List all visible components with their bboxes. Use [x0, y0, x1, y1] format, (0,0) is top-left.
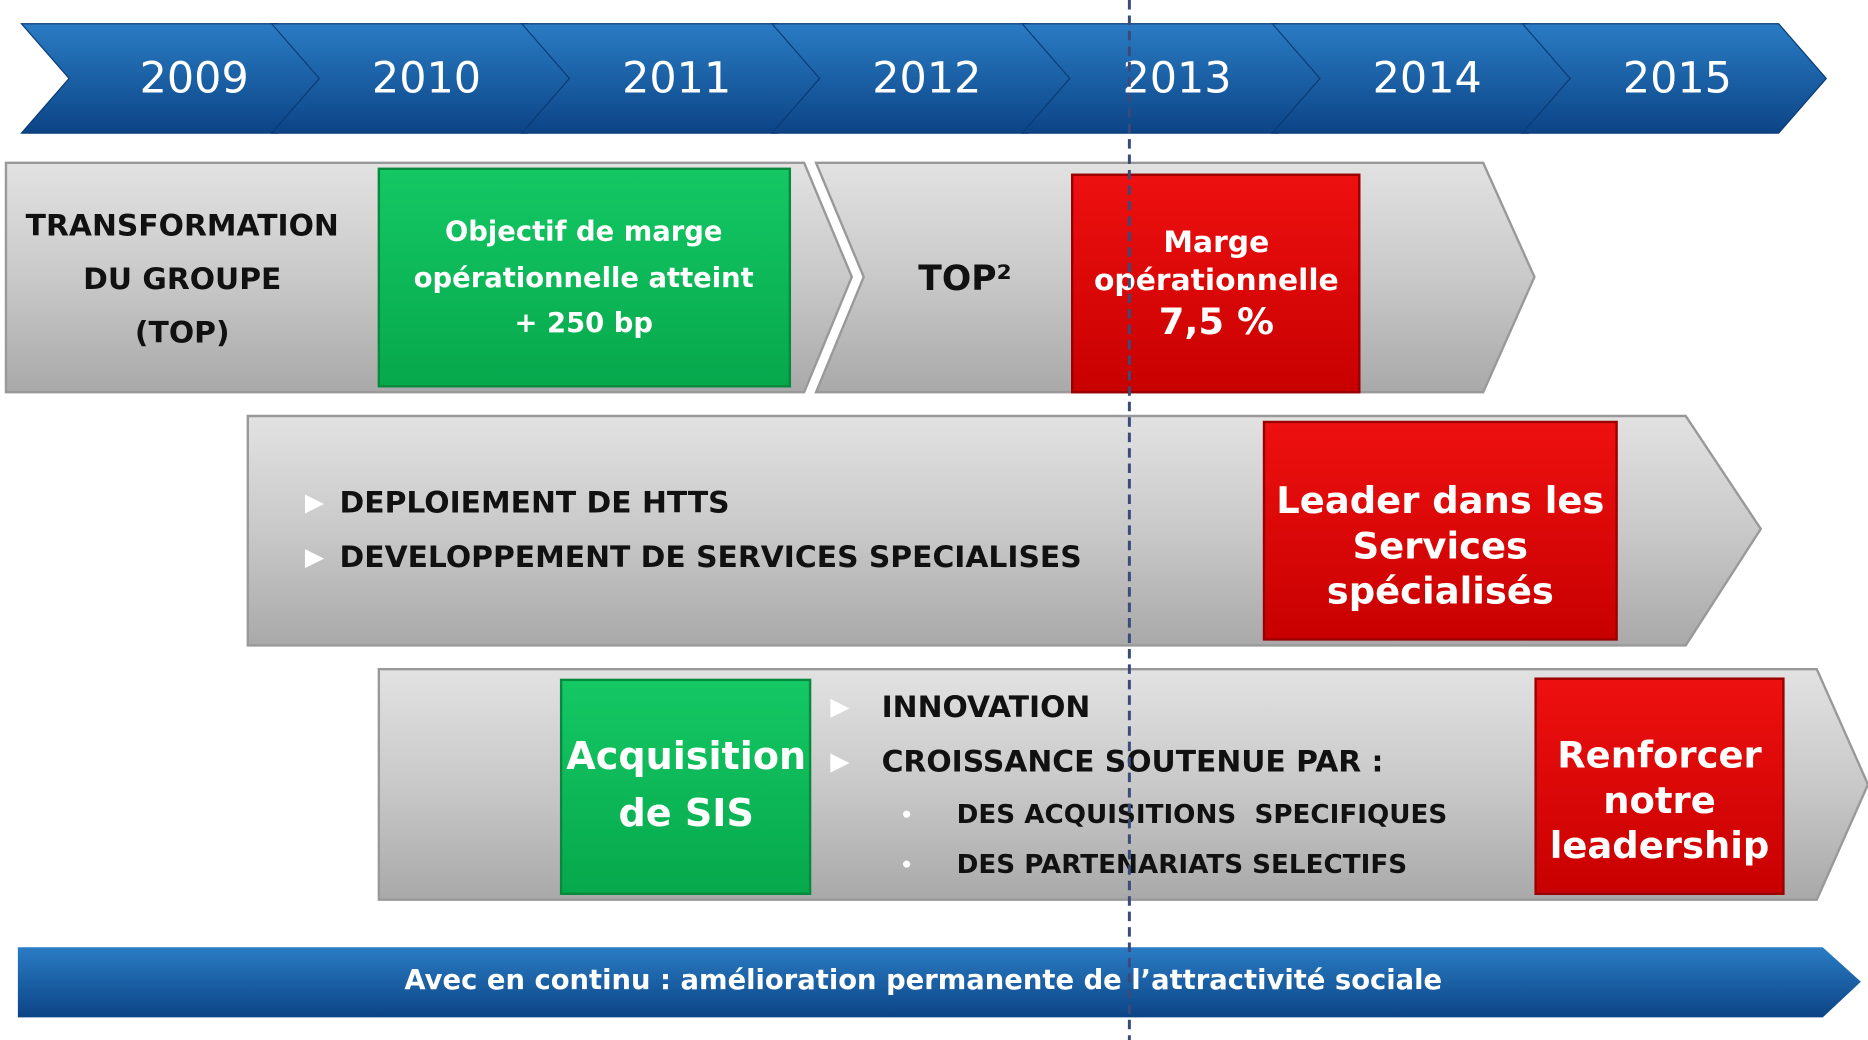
target-box [1534, 677, 1785, 895]
bullet [830, 753, 850, 773]
target-text: notre [1603, 779, 1716, 822]
sub-bullet-text: DES ACQUISITIONS SPECIFIQUES [957, 800, 1448, 830]
target-text: Renforcer [1557, 734, 1762, 777]
label: TRANSFORMATION [26, 209, 339, 244]
year-label: 2012 [872, 53, 981, 103]
year-label: 2014 [1373, 53, 1482, 103]
label: (TOP) [135, 316, 230, 351]
target-text: opérationnelle [1094, 263, 1339, 298]
timeline: 2009 2010 2011 2012 2013 2014 2015 [20, 23, 1828, 134]
bullet-text: INNOVATION [882, 690, 1091, 725]
milestone-box [559, 678, 812, 895]
target-text: spécialisés [1327, 570, 1554, 613]
target-text: Leader dans les [1276, 479, 1604, 522]
bullet [304, 494, 325, 514]
year-label: 2013 [1122, 53, 1231, 103]
year-label: 2015 [1623, 53, 1732, 103]
target-box [1262, 420, 1618, 641]
target-text: Marge [1163, 225, 1269, 260]
milestone-text: + 250 bp [515, 308, 653, 339]
bullet-text: DEPLOIEMENT DE HTTS [340, 485, 730, 520]
year-label: 2011 [622, 53, 731, 103]
milestone-text: Objectif de marge [445, 216, 722, 247]
footer-arrow [17, 947, 1861, 1018]
sub-bullet-text: DES PARTENARIATS SELECTIFS [957, 850, 1407, 880]
label: DU GROUPE [83, 262, 281, 297]
year-label: 2009 [140, 53, 249, 103]
milestone-text: de SIS [618, 791, 753, 835]
target-text: Services [1353, 524, 1528, 567]
milestone-box [377, 167, 792, 388]
bullet [830, 698, 850, 718]
bullet-text: CROISSANCE SOUTENUE PAR : [882, 745, 1384, 780]
footer-text: Avec en continu : amélioration permanent… [404, 965, 1442, 996]
year-label: 2010 [372, 53, 481, 103]
target-text: leadership [1550, 824, 1770, 867]
bullet [903, 810, 911, 818]
target-text: 7,5 % [1159, 300, 1274, 343]
bullet [903, 860, 911, 868]
year-chevron [1521, 23, 1828, 134]
target-box [1071, 173, 1361, 394]
label: TOP² [918, 259, 1011, 299]
milestone-text: opérationnelle atteint [414, 263, 754, 294]
bullet [304, 549, 325, 569]
bullet-text: DEVELOPPEMENT DE SERVICES SPECIALISES [340, 540, 1082, 575]
milestone-text: Acquisition [566, 734, 806, 778]
